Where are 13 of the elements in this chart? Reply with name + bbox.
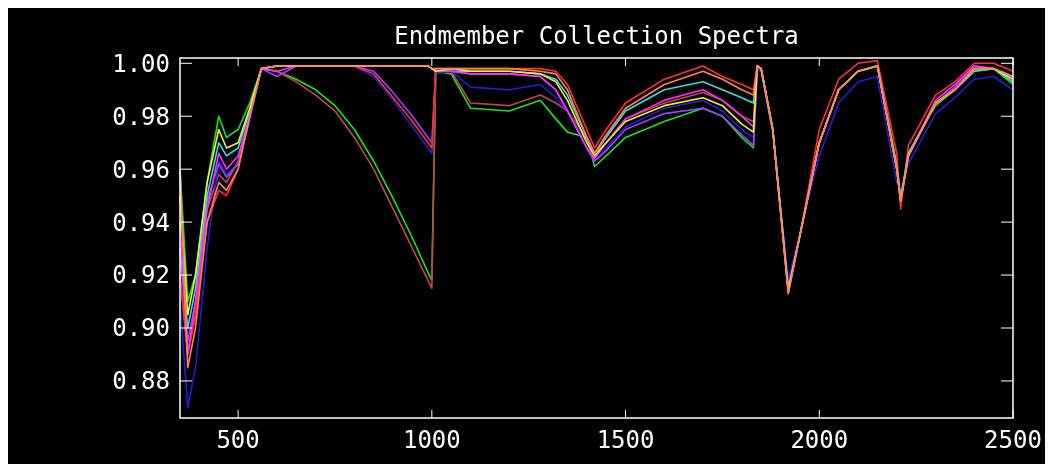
y-tick-label: 0.88 (112, 367, 170, 396)
chart-title: Endmember Collection Spectra (394, 22, 799, 50)
y-tick-label: 0.96 (112, 155, 170, 184)
x-tick-label: 2000 (790, 426, 849, 454)
y-tick-label: 1.00 (112, 49, 170, 78)
x-tick-label: 1500 (596, 426, 655, 454)
y-tick-label: 0.90 (112, 314, 170, 343)
x-tick-label: 1000 (402, 426, 461, 454)
y-tick-label: 0.94 (112, 208, 170, 237)
y-tick-label: 0.92 (112, 261, 170, 290)
x-tick-label: 2500 (984, 426, 1042, 454)
y-tick-label: 0.98 (112, 102, 170, 131)
x-tick-label: 500 (216, 426, 260, 454)
